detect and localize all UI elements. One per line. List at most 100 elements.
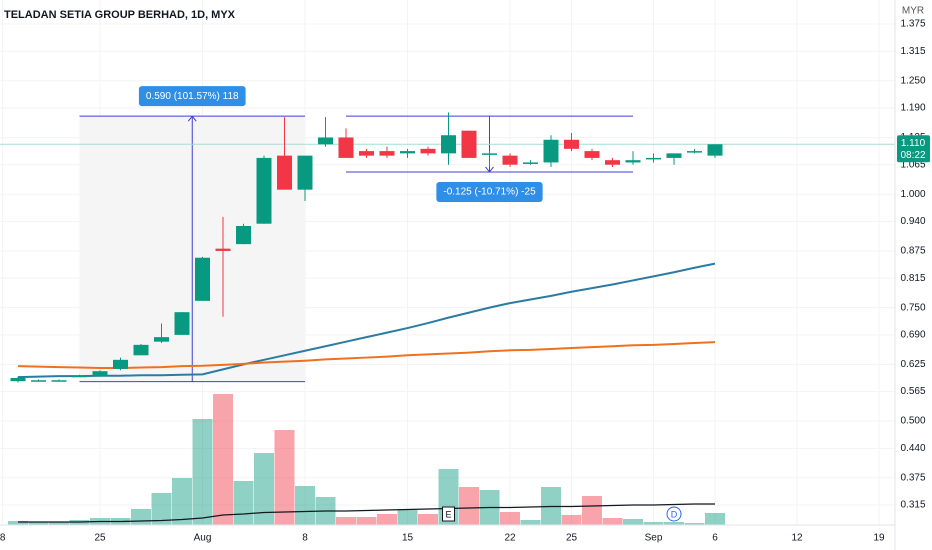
event-label: D <box>671 509 678 519</box>
y-tick-label: 1.250 <box>900 75 925 86</box>
candle-body <box>379 151 395 156</box>
volume-bar <box>623 519 643 525</box>
measure-label-box <box>138 86 246 107</box>
candle-body <box>707 144 723 156</box>
volume-bar <box>602 518 623 525</box>
volume-bar <box>49 522 69 525</box>
volume-bar <box>213 394 233 525</box>
y-tick-label: 0.875 <box>900 246 925 257</box>
candle-body <box>10 377 26 382</box>
currency-label: MYR <box>902 6 924 17</box>
volume-bar <box>705 513 725 525</box>
candle-body <box>236 225 251 245</box>
volume-bar <box>151 493 172 525</box>
volume-bar <box>274 430 295 525</box>
candle-body <box>646 157 661 160</box>
candle-body <box>318 137 333 145</box>
volume-bar <box>336 517 356 525</box>
candle-body <box>256 157 272 224</box>
moving-average-line <box>17 262 716 379</box>
last-price-label: 1.110 <box>901 138 926 149</box>
x-tick-label: 22 <box>504 533 516 544</box>
volume-bar <box>418 514 438 525</box>
candle-body <box>482 153 497 155</box>
y-tick-label: 1.375 <box>900 19 925 30</box>
volume-bar <box>192 419 213 525</box>
y-tick-label: 1.315 <box>900 46 925 57</box>
event-marker <box>442 506 455 522</box>
volume-bar <box>28 522 49 525</box>
candle-body <box>297 155 313 190</box>
volume-bar <box>500 512 520 525</box>
candle-body <box>174 312 190 335</box>
x-tick-label: 15 <box>402 533 414 544</box>
candle-body <box>461 130 477 158</box>
chart-title: TELADAN SETIA GROUP BERHAD, 1D, MYX <box>4 9 236 21</box>
y-tick-label: 1.190 <box>900 103 925 114</box>
event-label: E <box>445 509 451 519</box>
candle-body <box>277 155 292 190</box>
candle-body <box>605 160 620 165</box>
candle-body <box>523 162 538 164</box>
last-price-box <box>897 135 930 163</box>
measure-label: -0.125 (-10.71%) -25 <box>443 187 536 198</box>
candle-body <box>215 248 231 251</box>
candle-body <box>687 151 702 153</box>
volume-bar <box>664 522 684 525</box>
candle-body <box>92 371 108 376</box>
volume-bar <box>233 481 254 525</box>
candle-body <box>113 359 128 369</box>
measure-label-box <box>436 181 543 202</box>
volume-bar <box>131 509 151 525</box>
candle-body <box>441 135 456 154</box>
candle-body <box>584 151 600 158</box>
volume-bar <box>684 523 705 525</box>
candle-body <box>72 375 87 378</box>
event-marker <box>666 506 682 522</box>
moving-average-line <box>17 341 716 369</box>
candle-body <box>31 380 46 382</box>
candle-body <box>502 155 518 165</box>
x-tick-label: 6 <box>712 533 718 544</box>
y-tick-label: 0.375 <box>900 472 925 483</box>
volume-bar <box>356 517 377 525</box>
volume-bar <box>397 510 418 525</box>
candle-body <box>51 380 67 382</box>
volume-bar <box>254 453 274 525</box>
volume-bar <box>561 515 582 525</box>
x-tick-label: Aug <box>194 533 212 544</box>
volume-ma-line <box>18 503 715 523</box>
y-tick-label: 0.565 <box>900 386 925 397</box>
candle-body <box>359 151 374 156</box>
candle-body <box>195 257 210 301</box>
volume-bar <box>643 522 664 525</box>
candle-body <box>133 344 149 356</box>
volume-bar <box>377 514 397 525</box>
y-tick-label: 1.000 <box>900 189 925 200</box>
volume-bar <box>295 486 315 525</box>
x-tick-label: 25 <box>566 533 578 544</box>
candle-body <box>543 139 559 163</box>
y-tick-label: 0.690 <box>900 330 925 341</box>
y-tick-label: 0.815 <box>900 273 925 284</box>
candle-body <box>625 160 641 163</box>
y-tick-label: 0.440 <box>900 443 925 454</box>
volume-bar <box>459 487 479 525</box>
countdown-label: 08:22 <box>900 150 925 161</box>
candle-body <box>400 151 415 154</box>
volume-bar <box>8 521 28 525</box>
volume-bar <box>172 478 192 525</box>
x-tick-label: 8 <box>302 533 308 544</box>
candle-body <box>338 137 354 158</box>
x-tick-label: 8 <box>0 533 6 544</box>
y-tick-label: 1.065 <box>900 159 925 170</box>
y-tick-label: 0.315 <box>900 500 925 511</box>
candle-body <box>564 139 579 149</box>
plot <box>0 0 895 525</box>
x-tick-label: 12 <box>791 533 803 544</box>
y-tick-label: 0.500 <box>900 416 925 427</box>
measure-arrowhead <box>485 166 494 173</box>
measure-arrowhead <box>187 115 197 122</box>
